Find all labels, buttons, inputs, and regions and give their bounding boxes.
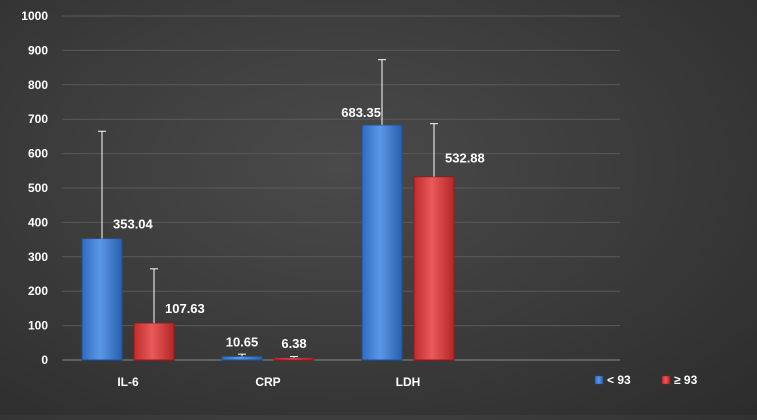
legend-swatch (594, 375, 604, 385)
data-label: 6.38 (281, 336, 306, 351)
bar-il-6-series-0 (81, 238, 123, 361)
x-tick-label: CRP (255, 375, 280, 389)
y-tick-label: 600 (28, 147, 48, 161)
y-tick-label: 700 (28, 112, 48, 126)
y-tick-label: 100 (28, 319, 48, 333)
y-tick-label: 500 (28, 181, 48, 195)
legend-label: < 93 (607, 373, 631, 387)
legend-label: ≥ 93 (674, 373, 698, 387)
y-tick-label: 900 (28, 43, 48, 57)
y-tick-label: 800 (28, 78, 48, 92)
bar-ldh-series-0 (361, 124, 403, 361)
y-tick-label: 200 (28, 284, 48, 298)
y-tick-label: 400 (28, 215, 48, 229)
data-label: 683.35 (341, 105, 381, 120)
legend-swatch (661, 375, 671, 385)
data-label: 353.04 (113, 217, 154, 232)
bar-ldh-series-1 (413, 176, 455, 361)
bar-crp-series-0 (221, 355, 263, 361)
bar-il-6-series-1 (133, 322, 175, 361)
x-tick-label: LDH (396, 375, 421, 389)
data-label: 10.65 (226, 334, 259, 349)
bar-crp-series-1 (273, 357, 315, 361)
y-tick-label: 0 (41, 353, 48, 367)
y-tick-label: 300 (28, 250, 48, 264)
data-label: 532.88 (445, 151, 485, 166)
x-tick-label: IL-6 (117, 375, 139, 389)
data-label: 107.63 (165, 301, 205, 316)
y-tick-label: 1000 (21, 9, 48, 23)
